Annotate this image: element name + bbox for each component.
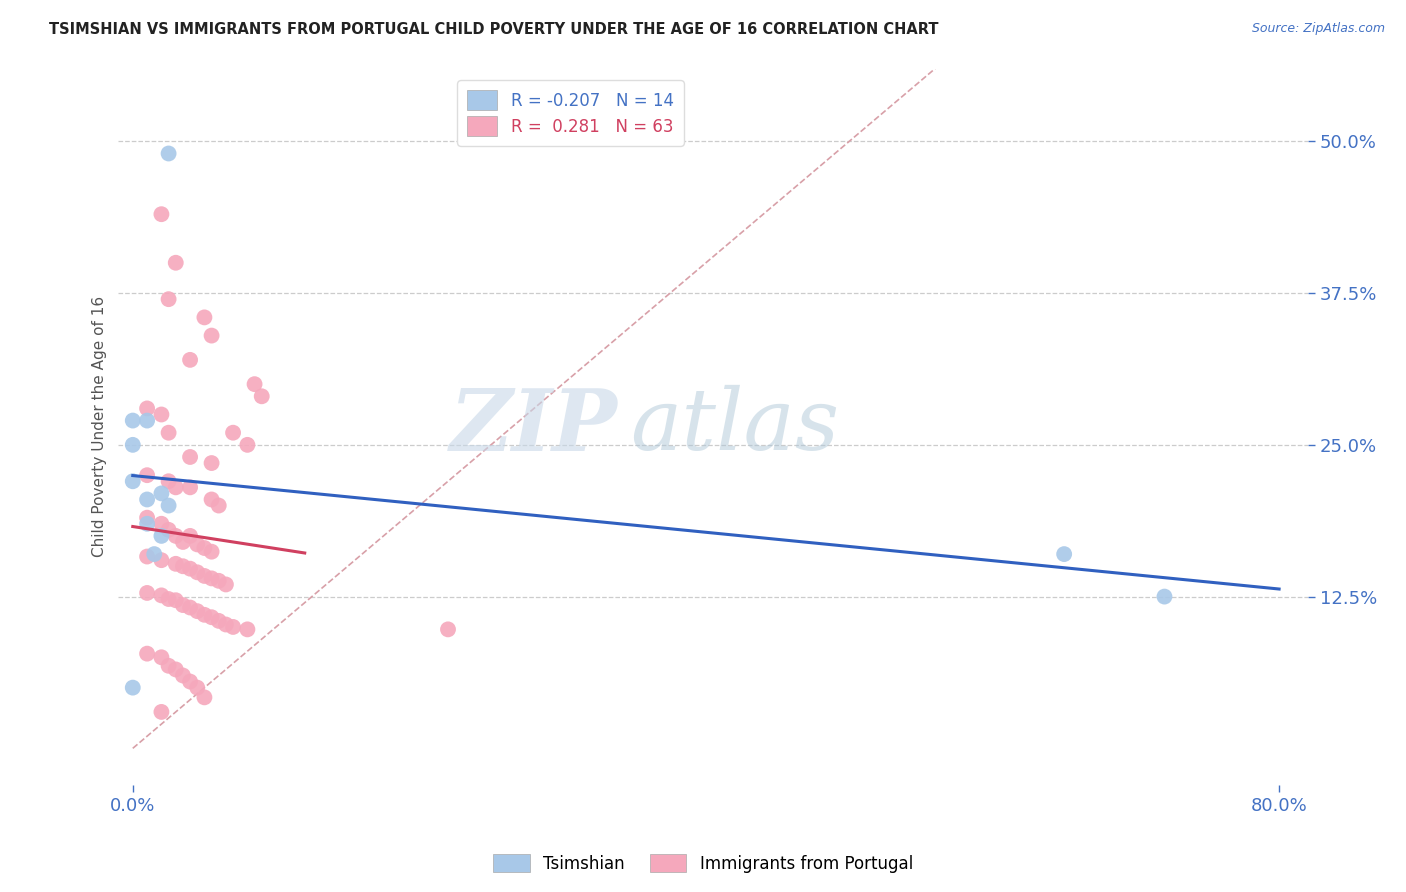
Point bbox=[193, 690, 215, 705]
Point bbox=[136, 401, 159, 416]
Point bbox=[172, 559, 194, 574]
Text: ZIP: ZIP bbox=[450, 384, 619, 468]
Point bbox=[165, 480, 187, 494]
Point bbox=[186, 566, 208, 580]
Point bbox=[165, 593, 187, 607]
Point bbox=[157, 475, 180, 489]
Point bbox=[200, 328, 222, 343]
Point bbox=[215, 577, 238, 591]
Point bbox=[165, 256, 187, 270]
Point bbox=[186, 604, 208, 618]
Point bbox=[157, 499, 180, 513]
Point bbox=[236, 438, 259, 452]
Point bbox=[172, 668, 194, 682]
Point bbox=[179, 352, 201, 367]
Point bbox=[143, 547, 166, 561]
Point bbox=[193, 310, 215, 325]
Point bbox=[179, 674, 201, 689]
Point bbox=[165, 557, 187, 571]
Point bbox=[243, 377, 266, 392]
Point bbox=[222, 425, 245, 440]
Point bbox=[179, 450, 201, 464]
Point bbox=[186, 681, 208, 695]
Point bbox=[121, 413, 143, 427]
Point bbox=[200, 610, 222, 624]
Point bbox=[150, 486, 173, 500]
Point bbox=[236, 623, 259, 637]
Point bbox=[121, 438, 143, 452]
Point bbox=[437, 623, 460, 637]
Point bbox=[179, 562, 201, 576]
Point bbox=[157, 292, 180, 306]
Point bbox=[150, 207, 173, 221]
Point bbox=[136, 492, 159, 507]
Point bbox=[136, 510, 159, 524]
Point bbox=[150, 553, 173, 567]
Point bbox=[208, 614, 231, 628]
Point bbox=[208, 574, 231, 588]
Point bbox=[136, 549, 159, 564]
Point bbox=[157, 425, 180, 440]
Point bbox=[1153, 590, 1175, 604]
Point bbox=[172, 535, 194, 549]
Point bbox=[193, 607, 215, 622]
Point bbox=[121, 681, 143, 695]
Point bbox=[150, 650, 173, 665]
Point bbox=[157, 523, 180, 537]
Point bbox=[179, 480, 201, 494]
Point bbox=[200, 456, 222, 470]
Point bbox=[136, 647, 159, 661]
Point bbox=[150, 588, 173, 602]
Point bbox=[150, 529, 173, 543]
Point bbox=[200, 544, 222, 558]
Point bbox=[157, 146, 180, 161]
Point bbox=[136, 516, 159, 531]
Y-axis label: Child Poverty Under the Age of 16: Child Poverty Under the Age of 16 bbox=[93, 296, 107, 558]
Point bbox=[186, 537, 208, 551]
Text: TSIMSHIAN VS IMMIGRANTS FROM PORTUGAL CHILD POVERTY UNDER THE AGE OF 16 CORRELAT: TSIMSHIAN VS IMMIGRANTS FROM PORTUGAL CH… bbox=[49, 22, 939, 37]
Text: Source: ZipAtlas.com: Source: ZipAtlas.com bbox=[1251, 22, 1385, 36]
Point bbox=[136, 468, 159, 483]
Point bbox=[165, 662, 187, 676]
Point bbox=[179, 600, 201, 615]
Text: atlas: atlas bbox=[630, 385, 839, 468]
Point bbox=[222, 620, 245, 634]
Point bbox=[172, 598, 194, 612]
Legend: Tsimshian, Immigrants from Portugal: Tsimshian, Immigrants from Portugal bbox=[486, 847, 920, 880]
Point bbox=[136, 413, 159, 427]
Point bbox=[215, 617, 238, 632]
Point bbox=[179, 529, 201, 543]
Point bbox=[200, 492, 222, 507]
Point bbox=[1053, 547, 1076, 561]
Point bbox=[150, 705, 173, 719]
Point bbox=[208, 499, 231, 513]
Point bbox=[165, 529, 187, 543]
Point bbox=[250, 389, 273, 403]
Point bbox=[157, 592, 180, 607]
Point bbox=[136, 586, 159, 600]
Point bbox=[193, 541, 215, 555]
Legend: R = -0.207   N = 14, R =  0.281   N = 63: R = -0.207 N = 14, R = 0.281 N = 63 bbox=[457, 80, 683, 145]
Point bbox=[121, 475, 143, 489]
Point bbox=[200, 571, 222, 585]
Point bbox=[157, 658, 180, 673]
Point bbox=[150, 408, 173, 422]
Point bbox=[193, 569, 215, 583]
Point bbox=[150, 516, 173, 531]
